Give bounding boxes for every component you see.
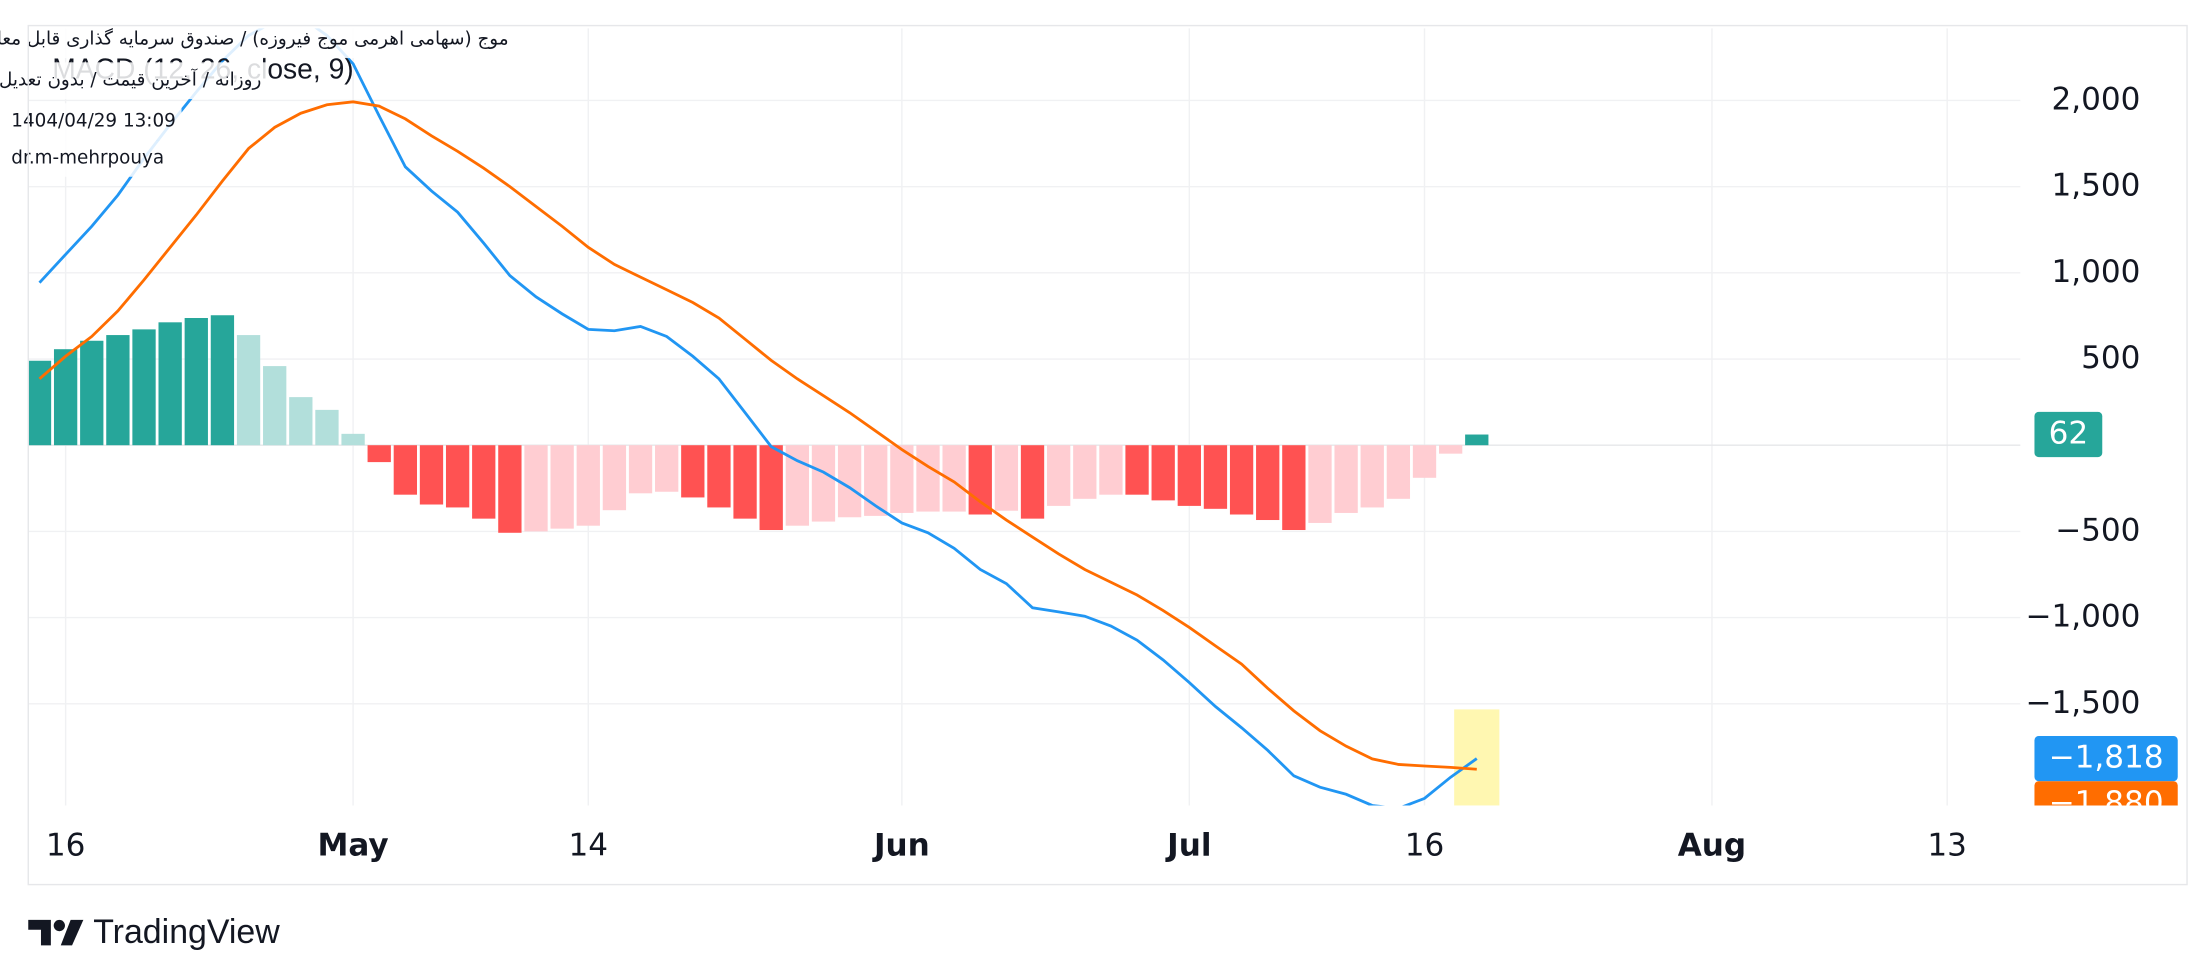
legend-line: موج (سهامی اهرمی موج فیروزه) / صندوق سرم… (0, 28, 509, 50)
histogram-bar (1203, 445, 1228, 509)
x-tick-label: Jun (872, 827, 930, 863)
histogram-bar (1177, 445, 1201, 506)
last-value-label: −1,880 (2049, 785, 2164, 821)
last-value-label: 62 (2049, 416, 2089, 452)
x-tick-label: 14 (569, 827, 609, 863)
x-tick-label: May (317, 827, 388, 863)
histogram-bar (1412, 445, 1437, 478)
legend-line: روزانه / آخرین قیمت / بدون تعدیل (0, 68, 261, 91)
y-tick-label: 1,000 (2051, 254, 2140, 290)
histogram-bar (550, 445, 574, 529)
legend-bg (0, 21, 515, 59)
y-tick-label: −500 (2055, 512, 2140, 548)
x-tick-label: Jul (1165, 827, 1211, 863)
histogram-bar (602, 445, 627, 511)
brand: TradingView (93, 913, 280, 951)
histogram-bar (524, 445, 548, 532)
x-tick-label: 13 (1927, 827, 1967, 863)
histogram-bar (210, 315, 235, 446)
histogram-bar (1020, 445, 1045, 519)
histogram-bar (341, 433, 365, 446)
time-axis: 16 May 14 Jun Jul 16 Aug 13 (46, 827, 1967, 863)
y-tick-label: 1,500 (2051, 168, 2140, 204)
histogram-bar (393, 445, 418, 495)
histogram-bar (1047, 445, 1071, 506)
histogram-bar (837, 445, 862, 518)
frame (27, 24, 2188, 886)
histogram-bar (1308, 445, 1332, 523)
legend-bg (5, 103, 182, 141)
histogram-bar (942, 445, 966, 512)
x-tick-label: Aug (1678, 827, 1746, 863)
legend-line: 1404/04/29 13:09 (11, 111, 176, 132)
histogram-bar (576, 445, 600, 526)
histogram-bar (158, 322, 182, 446)
legend: MACD (12, 26, close, 9)موج (سهامی اهرمی … (0, 21, 515, 177)
histogram-bar (289, 397, 313, 446)
histogram-bar (655, 445, 679, 492)
histogram-bar (367, 445, 391, 463)
histogram-bar (315, 409, 339, 446)
price-axis: 2,000 1,500 1,000 500 −500 −1,000 −1,500 62 −1,8… (2025, 81, 2178, 821)
histogram-bar (785, 445, 809, 526)
histogram-bar (994, 445, 1019, 511)
plot-area (28, 28, 1500, 806)
last-value-box (2034, 781, 2178, 806)
last-value-label: −1,818 (2049, 740, 2164, 776)
histogram-bar (472, 445, 496, 519)
legend-bg (0, 62, 268, 100)
histogram-bar (811, 445, 836, 522)
histogram-bar (106, 335, 130, 446)
histogram-bar (1099, 445, 1123, 495)
line-1 (38, 100, 1477, 771)
histogram-bar (1229, 445, 1254, 515)
histogram-bar (759, 445, 783, 531)
histogram-bar (1282, 445, 1306, 531)
histogram-bar (890, 445, 914, 513)
histogram-bar (1360, 445, 1384, 508)
histogram-bar (28, 360, 52, 446)
last-value-box (2034, 411, 2103, 458)
histogram-bar (419, 445, 444, 505)
histogram-bar (1386, 445, 1411, 499)
histogram-bar (1438, 445, 1463, 454)
x-tick-label: 16 (1405, 827, 1445, 863)
histogram-bar (733, 445, 757, 519)
histogram-bar (968, 445, 992, 515)
histogram-bar (1465, 434, 1489, 446)
brand-logo (28, 919, 84, 946)
highlight (1454, 709, 1500, 806)
histogram-bar (53, 349, 78, 446)
x-tick-label: 16 (46, 827, 86, 863)
histogram-bar (80, 340, 104, 446)
last-value-box (2034, 735, 2178, 782)
histogram-bar (263, 366, 287, 446)
histogram-bar (1073, 445, 1097, 499)
line-0 (38, 28, 1478, 806)
y-tick-label: −1,500 (2025, 685, 2140, 721)
histogram-bar (864, 445, 888, 516)
histogram-bar (916, 445, 940, 512)
histogram-bar (445, 445, 470, 508)
histogram-bar (628, 445, 653, 494)
histogram-bar (707, 445, 731, 508)
histogram-bar (132, 329, 156, 446)
y-tick-label: −1,000 (2025, 599, 2140, 635)
histogram-bar (236, 335, 261, 446)
y-tick-label: 500 (2081, 340, 2140, 376)
histogram-bar (681, 445, 705, 498)
legend-bg (5, 140, 170, 177)
histogram-bar (1151, 445, 1175, 501)
histogram-bar (498, 445, 522, 533)
histogram-bar (1334, 445, 1358, 513)
histogram-bar (1256, 445, 1280, 521)
histogram-bar (1125, 445, 1149, 495)
legend-line: dr.m-mehrpouya (11, 147, 164, 168)
y-tick-label: 2,000 (2051, 81, 2140, 117)
histogram-bar (184, 318, 208, 446)
